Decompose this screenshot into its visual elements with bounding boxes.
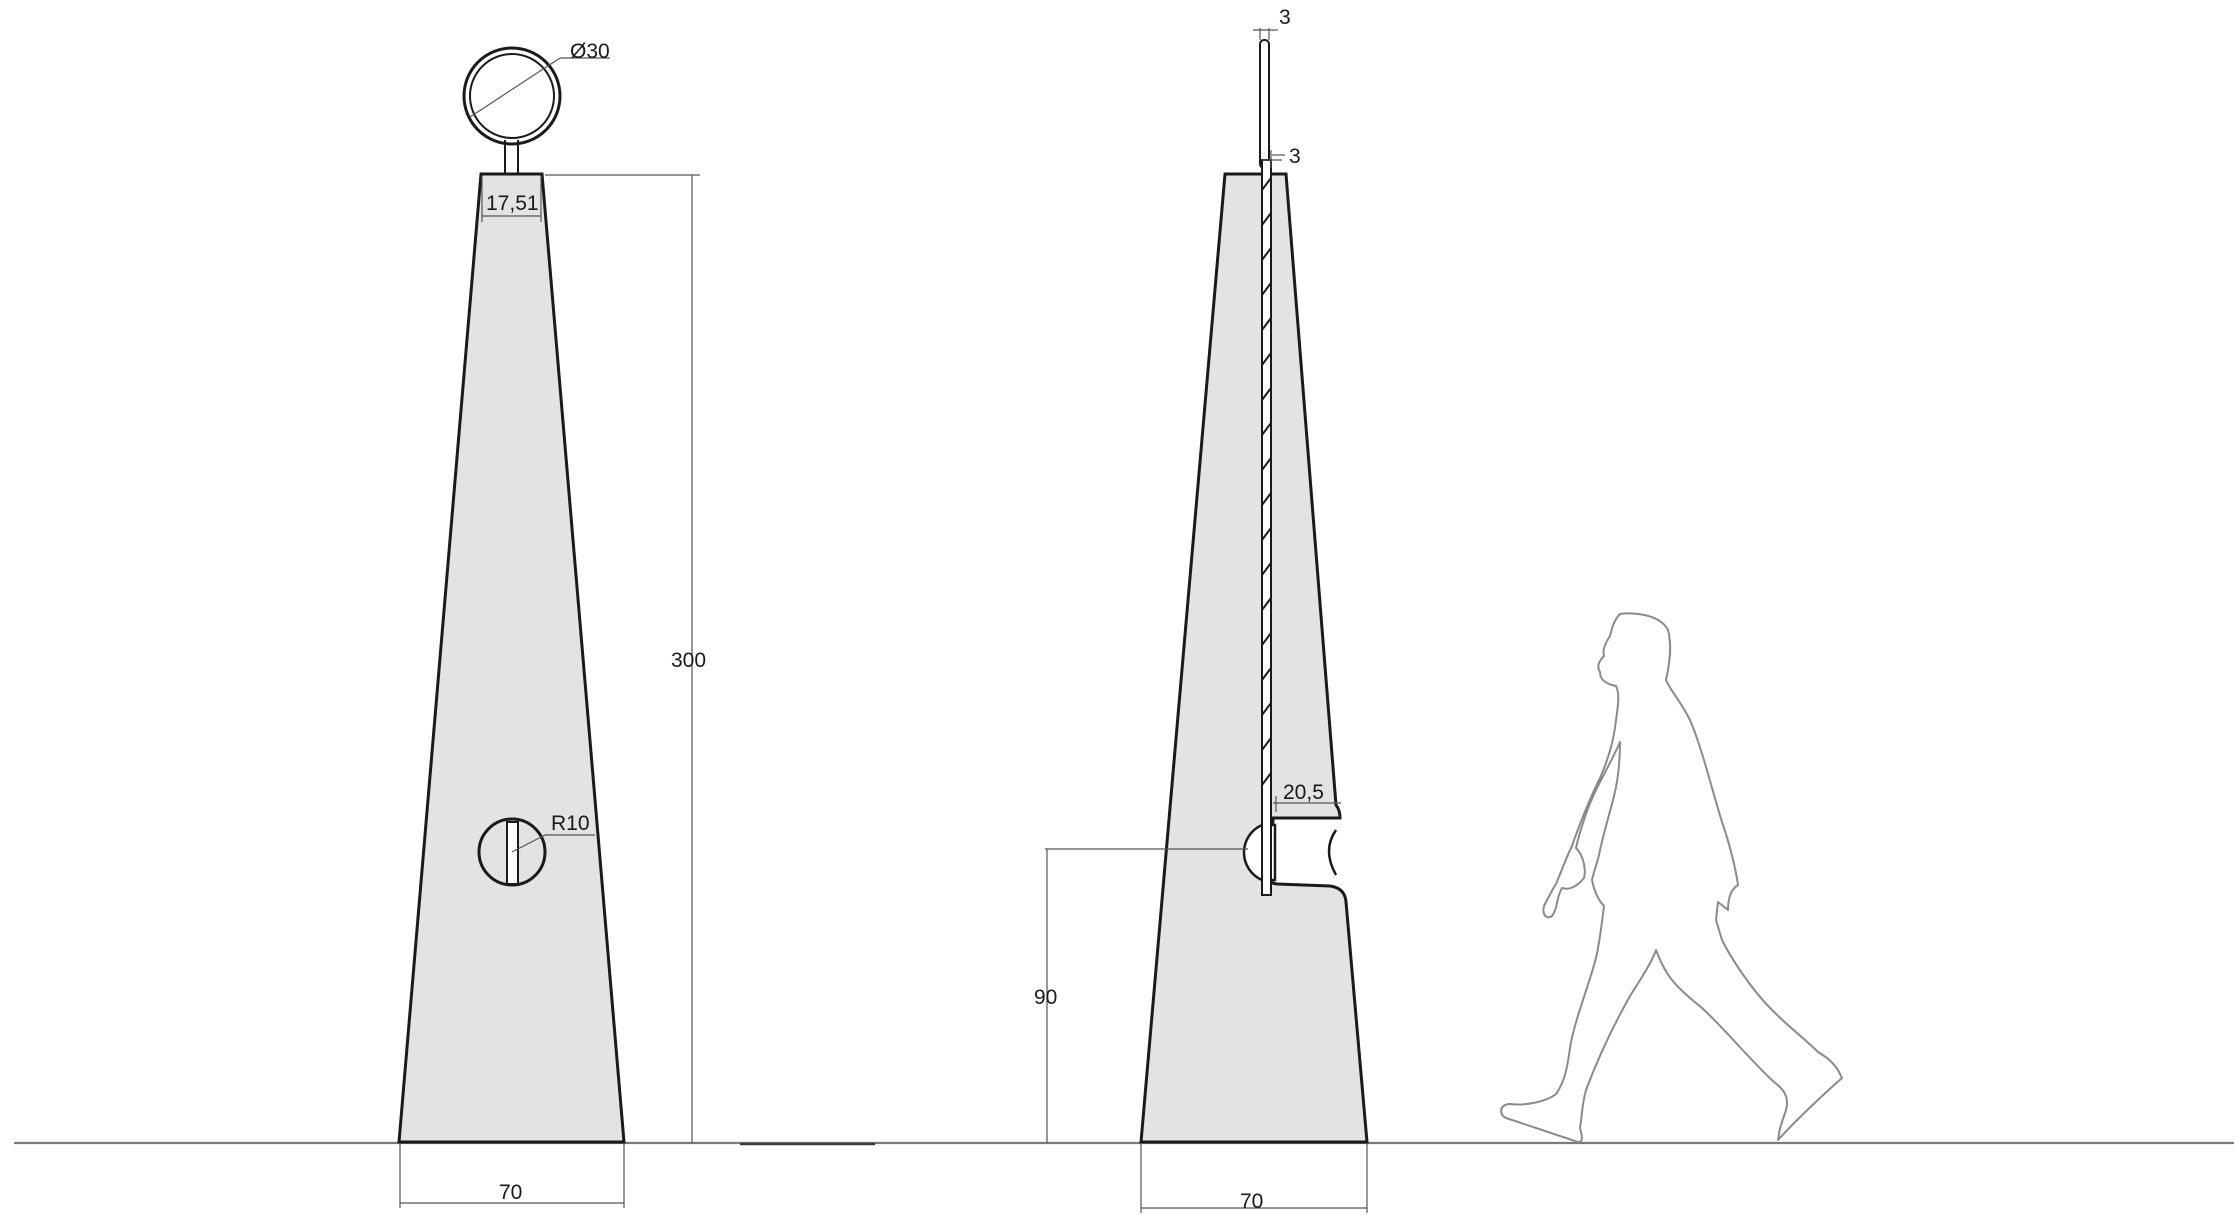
side-notch-depth-label: 20,5 xyxy=(1283,781,1324,804)
side-rod-top-label: 3 xyxy=(1279,6,1291,29)
front-top-width-label: 17,51 xyxy=(486,192,539,215)
side-base-width-dimension xyxy=(1140,1143,1368,1213)
front-obelisk-body xyxy=(397,172,626,1144)
side-base-width-label: 70 xyxy=(1240,1190,1263,1213)
side-top-rod xyxy=(1253,28,1278,169)
front-base-width-dimension xyxy=(399,1143,625,1208)
side-opening-height-dimension xyxy=(1045,848,1248,1143)
side-inner-rod-hatch xyxy=(1261,177,1272,786)
front-height-label: 300 xyxy=(671,649,706,672)
side-notch-dimension xyxy=(1273,796,1341,812)
front-base-width-label: 70 xyxy=(499,1181,522,1204)
front-round-hole xyxy=(477,817,595,887)
front-top-width-dimension xyxy=(481,176,542,222)
front-view: 300 17,51 Ø30 R10 70 xyxy=(397,40,706,1208)
side-inner-rod xyxy=(1261,150,1285,896)
front-hole-radius-label: R10 xyxy=(551,812,590,835)
side-opening-height-label: 90 xyxy=(1034,986,1057,1009)
side-obelisk-body xyxy=(1139,172,1369,1144)
side-rod-mid-label: 3 xyxy=(1289,145,1301,168)
front-sign-diameter-label: Ø30 xyxy=(570,40,610,63)
side-view: 3 3 20,5 90 70 xyxy=(1034,6,1369,1213)
walking-person-figure xyxy=(1500,612,1843,1143)
side-right-notch xyxy=(1327,829,1338,876)
front-height-dimension xyxy=(545,174,700,1143)
front-round-sign xyxy=(462,46,610,174)
ground-line xyxy=(14,1141,2234,1146)
